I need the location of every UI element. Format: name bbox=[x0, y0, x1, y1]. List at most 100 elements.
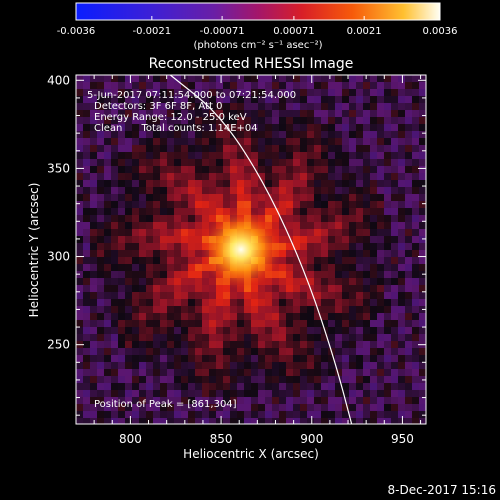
heatmap-cell bbox=[328, 285, 336, 293]
heatmap-cell bbox=[125, 82, 133, 90]
heatmap-cell bbox=[125, 313, 133, 321]
heatmap-cell bbox=[335, 250, 343, 258]
heatmap-cell bbox=[307, 82, 315, 90]
heatmap-cell bbox=[237, 327, 245, 335]
heatmap-cell bbox=[356, 362, 364, 370]
heatmap-cell bbox=[202, 187, 210, 195]
heatmap-cell bbox=[300, 243, 308, 251]
heatmap-cell bbox=[244, 334, 252, 342]
heatmap-cell bbox=[419, 369, 426, 377]
heatmap-cell bbox=[209, 215, 217, 223]
heatmap-cell bbox=[300, 82, 308, 90]
heatmap-cell bbox=[104, 103, 112, 111]
heatmap-cell bbox=[132, 397, 140, 405]
heatmap-cell bbox=[132, 117, 140, 125]
heatmap-cell bbox=[125, 418, 133, 424]
heatmap-cell bbox=[314, 89, 322, 97]
heatmap-cell bbox=[195, 397, 203, 405]
heatmap-cell bbox=[398, 208, 406, 216]
heatmap-cell bbox=[174, 369, 182, 377]
heatmap-cell bbox=[265, 103, 273, 111]
heatmap-cell bbox=[300, 117, 308, 125]
heatmap-cell bbox=[209, 285, 217, 293]
heatmap-cell bbox=[405, 215, 413, 223]
heatmap-cell bbox=[335, 369, 343, 377]
heatmap-cell bbox=[83, 173, 91, 181]
heatmap-cell bbox=[230, 292, 238, 300]
heatmap-cell bbox=[174, 306, 182, 314]
heatmap-cell bbox=[83, 418, 91, 424]
heatmap-cell bbox=[258, 180, 266, 188]
heatmap-cell bbox=[160, 138, 168, 146]
heatmap-cell bbox=[314, 397, 322, 405]
heatmap-cell bbox=[104, 117, 112, 125]
heatmap-cell bbox=[321, 180, 329, 188]
heatmap-cell bbox=[335, 222, 343, 230]
heatmap-cell bbox=[139, 376, 147, 384]
heatmap-cell bbox=[237, 152, 245, 160]
heatmap-cell bbox=[76, 362, 84, 370]
heatmap-cell bbox=[132, 250, 140, 258]
heatmap-cell bbox=[188, 397, 196, 405]
heatmap-cell bbox=[279, 278, 287, 286]
heatmap-cell bbox=[146, 264, 154, 272]
heatmap-cell bbox=[174, 250, 182, 258]
heatmap-cell bbox=[251, 138, 259, 146]
heatmap-cell bbox=[307, 131, 315, 139]
heatmap-cell bbox=[111, 215, 119, 223]
heatmap-cell bbox=[139, 362, 147, 370]
heatmap-cell bbox=[188, 278, 196, 286]
heatmap-cell bbox=[314, 124, 322, 132]
heatmap-cell bbox=[195, 257, 203, 265]
heatmap-cell bbox=[300, 334, 308, 342]
heatmap-cell bbox=[104, 110, 112, 118]
heatmap-cell bbox=[251, 82, 259, 90]
heatmap-cell bbox=[160, 145, 168, 153]
heatmap-cell bbox=[139, 257, 147, 265]
heatmap-cell bbox=[132, 355, 140, 363]
heatmap-cell bbox=[125, 390, 133, 398]
heatmap-cell bbox=[83, 117, 91, 125]
heatmap-cell bbox=[146, 187, 154, 195]
heatmap-cell bbox=[188, 243, 196, 251]
heatmap-cell bbox=[97, 180, 105, 188]
heatmap-cell bbox=[412, 250, 420, 258]
heatmap-cell bbox=[230, 166, 238, 174]
heatmap-cell bbox=[356, 201, 364, 209]
heatmap-cell bbox=[76, 96, 84, 104]
heatmap-cell bbox=[223, 201, 231, 209]
heatmap-cell bbox=[307, 278, 315, 286]
heatmap-cell bbox=[391, 159, 399, 167]
heatmap-cell bbox=[314, 369, 322, 377]
heatmap-cell bbox=[132, 75, 140, 83]
chart-title: Reconstructed RHESSI Image bbox=[149, 56, 354, 72]
heatmap-cell bbox=[90, 89, 98, 97]
heatmap-cell bbox=[307, 194, 315, 202]
heatmap-cell bbox=[230, 110, 238, 118]
heatmap-cell bbox=[349, 299, 357, 307]
heatmap-cell bbox=[237, 355, 245, 363]
heatmap-cell bbox=[419, 166, 426, 174]
heatmap-cell bbox=[391, 173, 399, 181]
heatmap-cell bbox=[300, 411, 308, 419]
heatmap-cell bbox=[195, 82, 203, 90]
heatmap-cell bbox=[328, 215, 336, 223]
heatmap-cell bbox=[230, 369, 238, 377]
heatmap-cell bbox=[153, 327, 161, 335]
heatmap-cell bbox=[314, 187, 322, 195]
heatmap-cell bbox=[139, 313, 147, 321]
heatmap-cell bbox=[188, 110, 196, 118]
heatmap-cell bbox=[328, 159, 336, 167]
heatmap-cell bbox=[146, 131, 154, 139]
heatmap-cell bbox=[307, 152, 315, 160]
heatmap-cell bbox=[118, 159, 126, 167]
heatmap-cell bbox=[370, 341, 378, 349]
heatmap-cell bbox=[293, 411, 301, 419]
heatmap-cell bbox=[118, 348, 126, 356]
heatmap-cell bbox=[174, 411, 182, 419]
heatmap-cell bbox=[370, 418, 378, 424]
heatmap-cell bbox=[300, 236, 308, 244]
heatmap-cell bbox=[321, 334, 329, 342]
heatmap-cell bbox=[356, 194, 364, 202]
